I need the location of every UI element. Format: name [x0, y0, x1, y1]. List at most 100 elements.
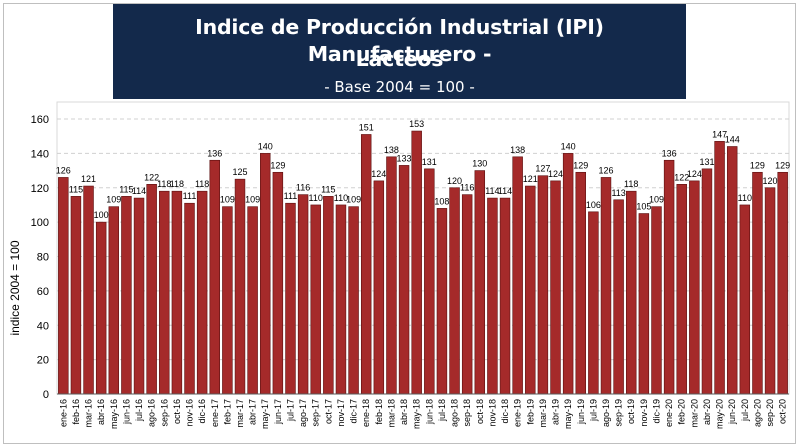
- x-tick-label: abr-19: [551, 399, 561, 425]
- x-tick-label: oct-17: [323, 399, 333, 424]
- bar: [739, 204, 751, 395]
- data-label: 110: [309, 193, 323, 203]
- bar: [474, 170, 486, 395]
- bar: [562, 153, 574, 395]
- bar: [600, 177, 612, 395]
- y-tick-label: 60: [37, 286, 49, 298]
- data-label: 136: [662, 148, 677, 158]
- data-label: 109: [106, 195, 121, 205]
- bar: [676, 184, 687, 395]
- data-label: 125: [232, 167, 247, 177]
- x-tick-label: jun-20: [727, 399, 737, 425]
- data-label: 110: [738, 193, 752, 203]
- x-tick-label: mar-17: [235, 399, 245, 428]
- chart-title-line2: Lácteos: [355, 47, 444, 71]
- data-label: 151: [359, 122, 374, 132]
- data-label: 140: [561, 141, 576, 151]
- data-label: 118: [195, 179, 209, 189]
- data-label: 129: [573, 160, 588, 170]
- x-tick-label: may-17: [260, 399, 270, 429]
- bar: [260, 153, 271, 395]
- data-label: 124: [371, 169, 386, 179]
- data-label: 109: [346, 195, 361, 205]
- x-tick-label: sep-18: [462, 399, 472, 427]
- x-tick-label: dic-16: [197, 399, 207, 424]
- data-label: 110: [334, 193, 348, 203]
- data-label: 124: [687, 169, 702, 179]
- x-tick-label: feb-18: [374, 399, 384, 425]
- x-tick-label: may-19: [563, 399, 573, 429]
- data-label: 124: [548, 169, 563, 179]
- bar: [663, 159, 675, 395]
- data-label: 136: [207, 148, 222, 158]
- bar: [146, 184, 157, 395]
- data-label: 105: [636, 202, 651, 212]
- y-tick-label: 20: [37, 355, 49, 367]
- bar: [121, 196, 132, 395]
- bar: [575, 171, 586, 395]
- chart-subtitle: - Base 2004 = 100 -: [324, 78, 475, 96]
- data-label: 114: [485, 186, 499, 196]
- x-tick-label: jul-18: [437, 399, 447, 422]
- data-label: 118: [170, 179, 184, 189]
- bar: [398, 165, 410, 395]
- data-label: 113: [611, 188, 625, 198]
- x-tick-label: jun-16: [121, 399, 131, 425]
- y-tick-label: 140: [31, 148, 49, 160]
- bar: [777, 171, 788, 395]
- x-tick-label: jul-17: [285, 399, 295, 422]
- x-tick-label: nov-18: [487, 399, 497, 427]
- x-tick-label: sep-20: [765, 399, 775, 427]
- x-tick-label: feb-17: [222, 399, 232, 425]
- bar: [184, 202, 195, 395]
- x-tick-label: may-16: [109, 399, 119, 429]
- x-tick-label: jun-19: [576, 399, 586, 425]
- data-label: 111: [284, 191, 298, 201]
- bar: [58, 177, 69, 395]
- bar: [386, 156, 397, 395]
- x-tick-label: jul-19: [588, 399, 598, 422]
- bar: [335, 204, 347, 395]
- bar: [209, 159, 220, 395]
- bar: [133, 197, 145, 395]
- bar: [638, 213, 650, 395]
- x-tick-label: ago-20: [752, 399, 762, 427]
- bar: [83, 185, 94, 395]
- y-axis-label: indice 2004 = 100: [8, 240, 22, 335]
- x-tick-label: abr-18: [399, 399, 409, 425]
- data-label: 126: [56, 165, 71, 175]
- x-tick-label: mar-20: [689, 399, 699, 428]
- x-tick-label: oct-20: [778, 399, 788, 424]
- data-labels: 1261151211001091151141221181181111181361…: [56, 119, 790, 220]
- x-tick-label: jul-20: [740, 399, 750, 422]
- data-label: 140: [258, 141, 273, 151]
- data-label: 129: [775, 160, 790, 170]
- bars: [58, 130, 788, 395]
- bar: [373, 180, 385, 395]
- x-tick-label: ene-20: [664, 399, 674, 427]
- data-label: 114: [132, 186, 146, 196]
- data-label: 131: [699, 157, 714, 167]
- bar: [537, 175, 549, 395]
- x-tick-label: dic-17: [349, 399, 359, 424]
- x-axis-ticks: ene-16 feb-16 mar-16 abr-16 may-16 jun-16 jul-…: [58, 399, 787, 429]
- data-label: 115: [321, 184, 335, 194]
- x-tick-label: mar-19: [538, 399, 548, 428]
- x-tick-label: abr-16: [96, 399, 106, 425]
- data-label: 138: [510, 145, 525, 155]
- data-label: 108: [434, 196, 449, 206]
- bar: [247, 206, 258, 395]
- x-tick-label: ago-18: [450, 399, 460, 427]
- data-label: 122: [144, 172, 159, 182]
- bar: [499, 197, 511, 395]
- y-tick-label: 120: [31, 183, 49, 195]
- x-tick-label: sep-17: [311, 399, 321, 427]
- bar: [487, 197, 498, 395]
- bar: [626, 190, 637, 395]
- x-tick-label: feb-20: [677, 399, 687, 425]
- x-tick-label: abr-20: [702, 399, 712, 425]
- data-label: 147: [712, 129, 727, 139]
- bar: [613, 199, 624, 395]
- x-tick-label: sep-16: [159, 399, 169, 427]
- bar: [449, 187, 460, 395]
